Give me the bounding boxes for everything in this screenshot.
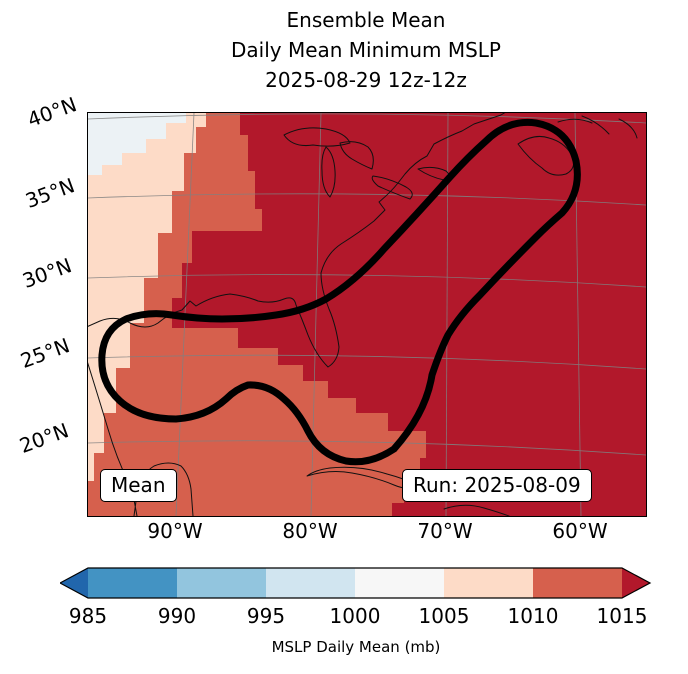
colorbar-seg-1005-1010 bbox=[444, 568, 533, 598]
lon-label-70w: 70°W bbox=[417, 519, 473, 543]
colorbar-outline bbox=[58, 567, 652, 599]
ensemble-contour-outline bbox=[98, 118, 581, 466]
colorbar-right-arrow bbox=[622, 568, 650, 598]
colorbar-svg bbox=[58, 567, 652, 599]
colorbar-tick-985: 985 bbox=[68, 604, 108, 628]
lat-label-20n: 20°N bbox=[16, 418, 72, 458]
mean-box-label: Mean bbox=[111, 473, 166, 497]
mean-box: Mean bbox=[100, 469, 177, 502]
colorbar-tick-1010: 1010 bbox=[507, 604, 559, 628]
colorbar-tick-1005: 1005 bbox=[418, 604, 470, 628]
lat-label-35n: 35°N bbox=[22, 173, 78, 213]
colorbar-tick-1000: 1000 bbox=[329, 604, 381, 628]
run-box-label: Run: 2025-08-09 bbox=[413, 473, 581, 497]
colorbar-tick-990: 990 bbox=[157, 604, 197, 628]
lat-label-30n: 30°N bbox=[19, 253, 75, 293]
lon-label-60w: 60°W bbox=[552, 519, 608, 543]
colorbar-seg-1010-1015 bbox=[533, 568, 622, 598]
map-canvas bbox=[87, 112, 647, 517]
lat-label-40n: 40°N bbox=[24, 92, 80, 132]
colorbar-seg-985-990 bbox=[88, 568, 177, 598]
colorbar-seg-990-995 bbox=[177, 568, 266, 598]
title-line-1: Ensemble Mean bbox=[286, 8, 446, 32]
lon-label-90w: 90°W bbox=[147, 519, 203, 543]
colorbar-label: MSLP Daily Mean (mb) bbox=[271, 638, 441, 656]
title-line-3: 2025-08-29 12z-12z bbox=[265, 68, 467, 92]
title-line-2: Daily Mean Minimum MSLP bbox=[230, 38, 501, 62]
colorbar-seg-1000-1005 bbox=[355, 568, 444, 598]
lon-label-80w: 80°W bbox=[282, 519, 338, 543]
colorbar-left-arrow bbox=[60, 568, 88, 598]
colorbar-seg-995-1000 bbox=[266, 568, 355, 598]
colorbar-tick-995: 995 bbox=[246, 604, 286, 628]
run-box: Run: 2025-08-09 bbox=[402, 469, 592, 502]
fill-region-1005-1010 bbox=[88, 113, 206, 481]
fill-region-1010-1015 bbox=[88, 113, 426, 516]
lat-label-25n: 25°N bbox=[17, 333, 73, 373]
mslp-field-svg bbox=[88, 113, 646, 516]
colorbar bbox=[58, 567, 652, 601]
colorbar-tick-1015: 1015 bbox=[596, 604, 648, 628]
fill-region-1000-1005 bbox=[88, 113, 186, 175]
